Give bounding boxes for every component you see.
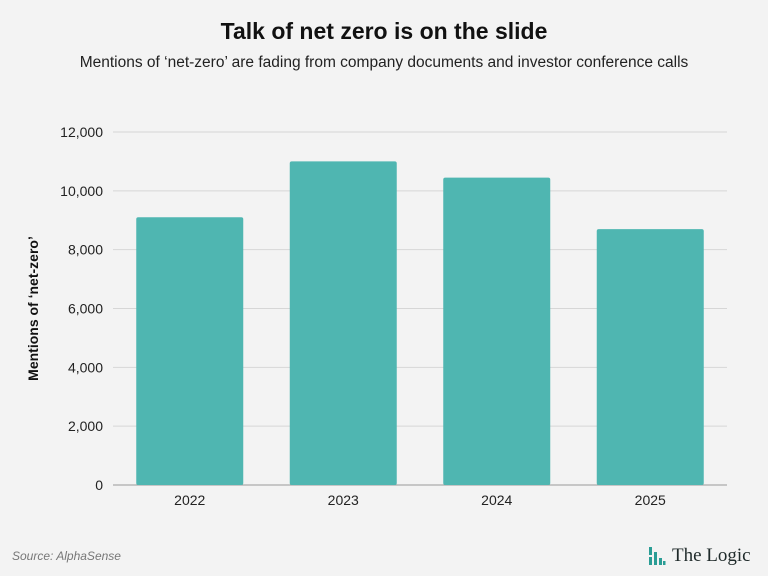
source-note: Source: AlphaSense (12, 549, 121, 563)
bar (596, 229, 704, 485)
brand-name: The Logic (672, 545, 751, 566)
y-tick-label: 0 (95, 477, 103, 493)
y-tick-label: 6,000 (68, 301, 103, 317)
bar (136, 217, 244, 485)
the-logic-logo-icon (649, 547, 666, 565)
bar (443, 177, 551, 486)
x-tick-label: 2023 (328, 492, 359, 508)
chart-title: Talk of net zero is on the slide (220, 18, 548, 44)
y-tick-label: 12,000 (60, 124, 103, 140)
x-tick-label: 2022 (174, 492, 205, 508)
y-tick-label: 2,000 (68, 418, 103, 434)
brand-logo: The Logic (648, 544, 751, 568)
y-axis-title: Mentions of ‘net-zero’ (25, 236, 41, 381)
x-tick-label: 2024 (481, 492, 512, 508)
y-tick-label: 4,000 (68, 359, 103, 375)
y-tick-label: 10,000 (60, 183, 103, 199)
bar (289, 161, 397, 485)
x-tick-label: 2025 (635, 492, 666, 508)
chart-subtitle: Mentions of ‘net-zero’ are fading from c… (79, 54, 689, 71)
y-tick-label: 8,000 (68, 242, 103, 258)
